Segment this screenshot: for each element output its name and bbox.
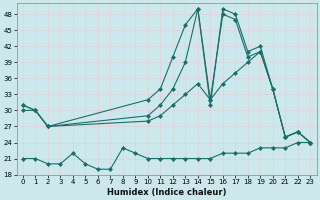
X-axis label: Humidex (Indice chaleur): Humidex (Indice chaleur) — [107, 188, 226, 197]
